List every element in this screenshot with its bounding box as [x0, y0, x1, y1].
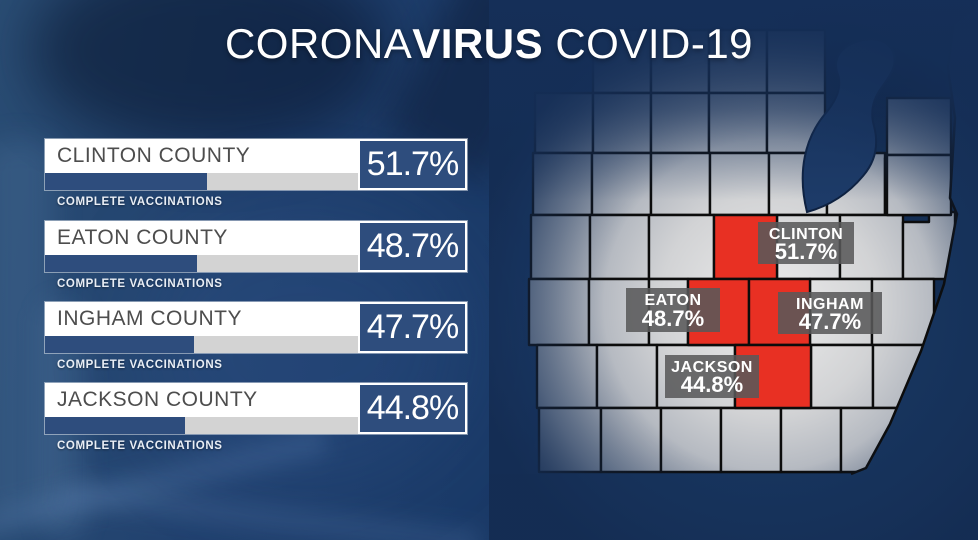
county-percentage-badge: 44.8% — [358, 383, 467, 434]
map-label-county-value: 47.7% — [799, 309, 861, 334]
title-virus: VIRUS — [412, 20, 544, 67]
michigan-county-map: CLINTON 51.7% EATON 48.7% INGHAM 47.7% J… — [489, 0, 978, 540]
complete-vaccinations-caption: COMPLETE VACCINATIONS — [57, 440, 223, 452]
map-label-jackson: JACKSON 44.8% — [665, 355, 759, 398]
vaccination-progress-track — [45, 417, 358, 434]
county-name-label: JACKSON COUNTY — [45, 383, 358, 417]
vaccination-progress-fill — [45, 336, 195, 353]
page-title: CORONAVIRUS COVID-19 — [0, 20, 978, 68]
map-label-county-name: JACKSON — [671, 359, 753, 376]
map-label-county-value: 48.7% — [642, 306, 704, 331]
county-name-label: CLINTON COUNTY — [45, 139, 358, 173]
map-label-eaton: EATON 48.7% — [626, 288, 720, 332]
county-name-label: EATON COUNTY — [45, 221, 358, 255]
vaccination-progress-track — [45, 255, 358, 272]
complete-vaccinations-caption: COMPLETE VACCINATIONS — [57, 359, 223, 371]
complete-vaccinations-caption: COMPLETE VACCINATIONS — [57, 278, 223, 290]
map-label-county-name: INGHAM — [796, 296, 864, 313]
county-stat-row-clinton: CLINTON COUNTY 51.7% COMPLETE VACCINATIO… — [45, 139, 467, 208]
map-label-clinton: CLINTON 51.7% — [758, 222, 854, 264]
county-percentage-badge: 51.7% — [358, 139, 467, 190]
vaccination-progress-fill — [45, 173, 207, 190]
county-name-label: INGHAM COUNTY — [45, 302, 358, 336]
vaccination-progress-fill — [45, 417, 186, 434]
title-corona: CORONA — [224, 20, 413, 67]
map-label-box — [758, 222, 854, 264]
map-label-county-value: 44.8% — [681, 372, 743, 397]
map-label-box — [778, 292, 882, 334]
map-label-box — [665, 355, 759, 398]
county-percentage-badge: 47.7% — [358, 302, 467, 353]
map-label-box — [626, 288, 720, 332]
county-stat-row-eaton: EATON COUNTY 48.7% COMPLETE VACCINATIONS — [45, 221, 467, 290]
map-label-county-name: EATON — [644, 292, 701, 309]
map-label-county-value: 51.7% — [775, 239, 837, 264]
vaccination-progress-track — [45, 336, 358, 353]
county-percentage-badge: 48.7% — [358, 221, 467, 272]
vaccination-bars-panel: CLINTON COUNTY 51.7% COMPLETE VACCINATIO… — [45, 139, 467, 452]
title-covid19: COVID-19 — [543, 20, 754, 67]
vaccination-progress-fill — [45, 255, 198, 272]
complete-vaccinations-caption: COMPLETE VACCINATIONS — [57, 196, 223, 208]
map-label-county-name: CLINTON — [769, 226, 843, 243]
map-label-ingham: INGHAM 47.7% — [778, 292, 882, 334]
vaccination-progress-track — [45, 173, 358, 190]
county-stat-row-ingham: INGHAM COUNTY 47.7% COMPLETE VACCINATION… — [45, 302, 467, 371]
county-stat-row-jackson: JACKSON COUNTY 44.8% COMPLETE VACCINATIO… — [45, 383, 467, 452]
